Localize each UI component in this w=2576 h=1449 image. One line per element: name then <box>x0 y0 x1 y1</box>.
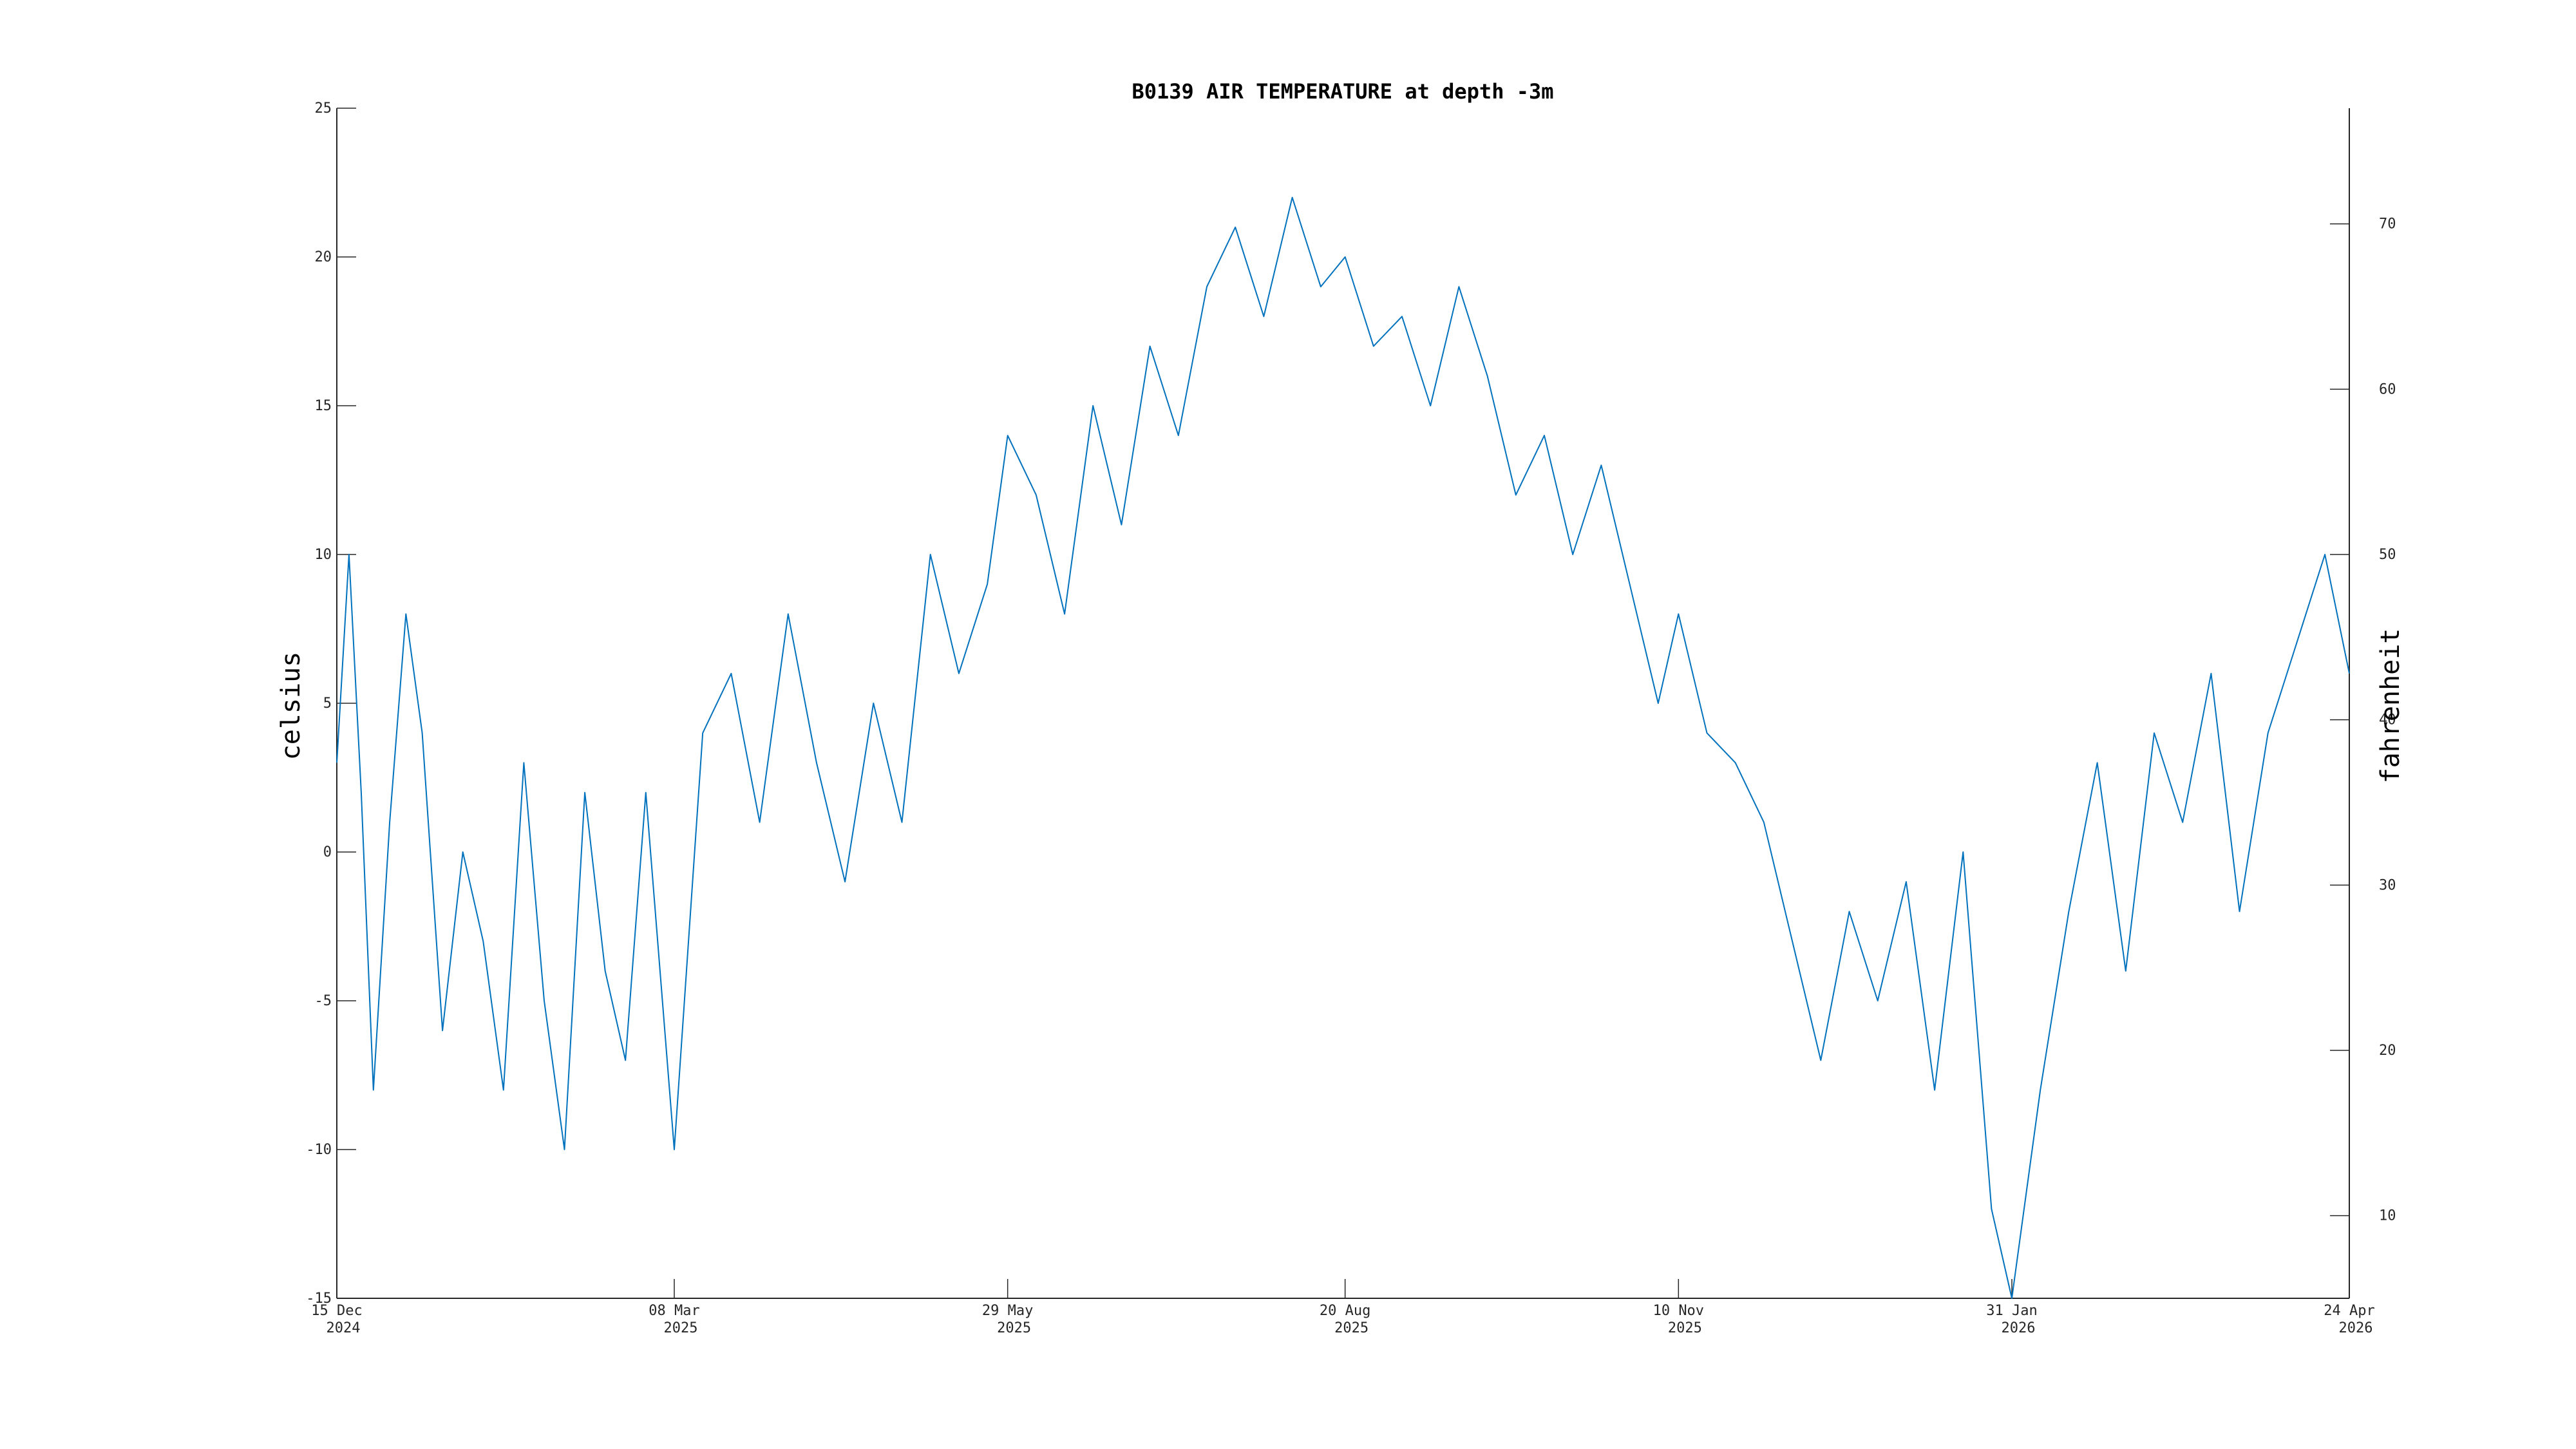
y-axis-label-left: celsius <box>276 652 306 761</box>
x-tick-label-day: 24 Apr <box>2324 1303 2374 1319</box>
chart-title: B0139 AIR TEMPERATURE at depth -3m <box>1132 79 1553 104</box>
y-tick-label: -5 <box>315 993 332 1009</box>
x-tick-label-year: 2026 <box>2002 1320 2036 1336</box>
y-tick-label: -10 <box>306 1142 332 1158</box>
y-tick-label: 0 <box>323 844 332 860</box>
x-tick-label-year: 2025 <box>1334 1320 1368 1336</box>
y-tick-label: 15 <box>315 398 332 414</box>
y-tick-label: 5 <box>323 696 332 712</box>
x-tick-label-year: 2025 <box>997 1320 1031 1336</box>
x-tick-label-day: 29 May <box>982 1303 1033 1319</box>
x-tick-label-day: 15 Dec <box>311 1303 362 1319</box>
x-tick-label-year: 2026 <box>2339 1320 2373 1336</box>
y2-tick-label: 30 <box>2379 877 2396 893</box>
y2-tick-label: 70 <box>2379 216 2396 232</box>
x-tick-label-day: 20 Aug <box>1320 1303 1370 1319</box>
x-tick-label-year: 2025 <box>663 1320 697 1336</box>
y2-tick-label: 60 <box>2379 381 2396 397</box>
y-tick-label: 25 <box>315 100 332 117</box>
series-line-air-temperature <box>336 196 2350 1299</box>
x-tick-label-day: 08 Mar <box>649 1303 699 1319</box>
y2-tick-label: 40 <box>2379 712 2396 728</box>
x-tick-label-year: 2025 <box>1668 1320 1702 1336</box>
y-tick-label: 20 <box>315 249 332 265</box>
y-axis-label-right: fahrenheit <box>2376 629 2405 784</box>
y2-tick-label: 20 <box>2379 1043 2396 1059</box>
y2-tick-label: 10 <box>2379 1208 2396 1224</box>
x-tick-label-day: 10 Nov <box>1653 1303 1704 1319</box>
y-tick-label: 10 <box>315 547 332 563</box>
y-tick-label: -15 <box>306 1291 332 1307</box>
x-tick-label-year: 2024 <box>327 1320 361 1336</box>
y2-tick-label: 50 <box>2379 547 2396 563</box>
x-tick-label-day: 31 Jan <box>1986 1303 2037 1319</box>
